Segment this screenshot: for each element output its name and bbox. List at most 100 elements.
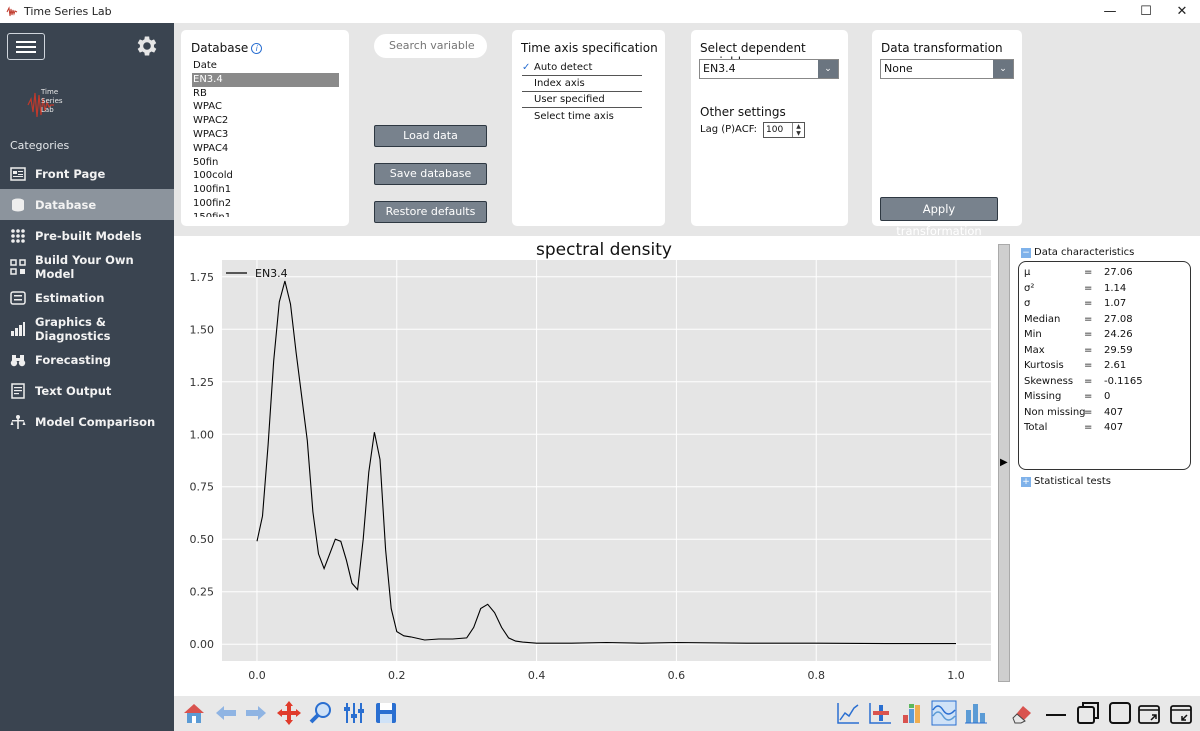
spin-down-icon[interactable]: ▼ — [792, 130, 804, 137]
nav-front-page[interactable]: Front Page — [0, 158, 174, 189]
plot-toolbar — [174, 696, 1200, 731]
nav-label: Model Comparison — [35, 414, 156, 429]
nav-pre-built-models[interactable]: Pre-built Models — [0, 220, 174, 251]
time-axis-option-auto[interactable]: ✓ Auto detect — [522, 60, 642, 76]
close-window-button[interactable]: ✕ — [1176, 4, 1188, 19]
database-list-item[interactable]: WPAC4 — [193, 142, 229, 154]
stat-label: μ — [1024, 267, 1031, 278]
stat-label: Median — [1024, 313, 1061, 325]
eraser-icon[interactable] — [1008, 699, 1036, 727]
home-icon[interactable] — [180, 699, 208, 727]
maximize-window-button[interactable]: ☐ — [1140, 4, 1152, 19]
stat-value: 1.07 — [1104, 298, 1127, 309]
transformation-select[interactable]: None ⌄ — [880, 59, 1014, 79]
x-tick-label: 1.0 — [947, 669, 965, 682]
lag-spinbox[interactable]: 100 ▲ ▼ — [763, 122, 805, 138]
float2-icon[interactable] — [1168, 699, 1196, 727]
stat-equals: = — [1084, 344, 1093, 356]
option-label: Auto detect — [534, 62, 593, 73]
time-axis-option-select[interactable]: Select time axis — [522, 109, 642, 125]
forward-arrow-icon[interactable] — [242, 699, 270, 727]
nav-estimation[interactable]: Estimation — [0, 282, 174, 313]
statistical-tests-expander[interactable]: + Statistical tests — [1021, 476, 1111, 487]
minimize-window-button[interactable]: — — [1103, 4, 1117, 19]
nav-graphics-diagnostics[interactable]: Graphics & Diagnostics — [0, 313, 174, 344]
database-list-item[interactable]: 100fin1 — [193, 184, 232, 196]
configure-icon[interactable] — [340, 699, 368, 727]
y-tick-label: 0.75 — [190, 481, 215, 494]
time-axis-panel: Time axis specification ✓ Auto detect In… — [512, 30, 665, 226]
database-variable-list[interactable]: Date EN3.4 RB WPAC WPAC2 WPAC3 WPAC4 50fin 100co… — [192, 59, 339, 217]
cross-plot-icon[interactable] — [866, 699, 894, 727]
database-list-item[interactable]: 100fin2 — [193, 197, 232, 209]
x-tick-label: 0.0 — [248, 669, 265, 682]
info-icon[interactable]: i — [251, 43, 263, 54]
load-data-button[interactable]: Load data — [374, 125, 487, 147]
panel-splitter[interactable] — [998, 244, 1010, 682]
zoom-icon[interactable] — [307, 699, 335, 727]
line-plot-icon[interactable] — [834, 699, 862, 727]
save-icon[interactable] — [372, 699, 400, 727]
database-list-item[interactable]: 150fin1 — [192, 211, 339, 217]
spin-up-icon[interactable]: ▲ — [792, 123, 804, 130]
stat-row: Min = 24.26 — [1024, 327, 1184, 343]
stat-equals: = — [1084, 298, 1093, 309]
stat-label: Total — [1024, 422, 1048, 433]
window-icon[interactable] — [1106, 699, 1134, 727]
data-transformation-panel: Data transformation None ⌄ — [872, 30, 1022, 226]
time-axis-option-index[interactable]: Index axis — [522, 76, 642, 92]
stat-value: 1.14 — [1104, 282, 1127, 294]
database-list-item[interactable]: EN3.4 — [192, 72, 339, 87]
float-icon[interactable] — [1136, 699, 1164, 727]
database-list-item[interactable]: RB — [193, 87, 207, 99]
nav-label: Front Page — [35, 166, 106, 181]
comparison-icon — [10, 414, 26, 430]
nav-forecasting[interactable]: Forecasting — [0, 344, 174, 375]
spectral-density-chart[interactable]: 0.0 0.2 0.4 0.6 0.8 1.0 0.00 0.25 0.50 0.75 1.00 1.… — [174, 236, 996, 696]
restore-icon[interactable] — [1074, 699, 1102, 727]
nav-model-comparison[interactable]: Model Comparison — [0, 406, 174, 437]
data-characteristics-expander[interactable]: − Data characteristics — [1021, 247, 1134, 258]
apply-transformation-button[interactable]: Apply transformation — [880, 197, 998, 238]
database-panel-title: Database i — [191, 41, 263, 55]
brand-line-1: Time — [41, 88, 59, 96]
database-list-item[interactable]: WPAC3 — [193, 128, 229, 140]
grid-icon — [10, 228, 26, 244]
stat-value: 407 — [1104, 422, 1124, 433]
option-label: User specified — [534, 94, 605, 105]
database-list-item[interactable]: WPAC — [193, 101, 222, 113]
minimize-icon[interactable] — [1042, 699, 1070, 727]
database-list-item[interactable]: 50fin — [193, 156, 219, 168]
stat-label: Missing — [1024, 391, 1062, 402]
hamburger-menu-button[interactable] — [7, 33, 45, 60]
time-axis-option-user[interactable]: User specified — [522, 92, 642, 108]
database-list-item[interactable]: 100cold — [193, 170, 233, 182]
save-database-button[interactable]: Save database — [374, 163, 487, 185]
chevron-down-icon: ⌄ — [993, 60, 1013, 78]
restore-defaults-button[interactable]: Restore defaults — [374, 201, 487, 223]
text-output-icon — [10, 382, 26, 399]
stat-row: Missing = 0 — [1024, 389, 1184, 405]
y-tick-label: 1.25 — [190, 376, 215, 389]
stat-row: σ² = 1.14 — [1024, 281, 1184, 297]
nav-database[interactable]: Database — [0, 189, 174, 220]
stat-value: 27.06 — [1104, 267, 1133, 278]
pan-icon[interactable] — [275, 699, 303, 727]
stat-equals: = — [1084, 267, 1093, 278]
stat-row: Total = 407 — [1024, 420, 1184, 436]
waves-icon[interactable] — [930, 699, 958, 727]
brand-line-3: Lab — [41, 106, 54, 114]
nav-text-output[interactable]: Text Output — [0, 375, 174, 406]
dependent-variable-select[interactable]: EN3.4 ⌄ — [699, 59, 839, 79]
expand-arrow-icon[interactable]: ▶ — [1000, 457, 1008, 468]
back-arrow-icon[interactable] — [212, 699, 240, 727]
stat-equals: = — [1084, 406, 1093, 418]
nav-build-your-own-model[interactable]: Build Your Own Model — [0, 251, 174, 282]
heatmap-icon[interactable] — [898, 699, 926, 727]
bar-plot-icon[interactable] — [962, 699, 990, 727]
gear-icon[interactable] — [134, 33, 160, 59]
search-variable-input[interactable] — [374, 34, 487, 58]
database-list-item[interactable]: WPAC2 — [193, 115, 229, 127]
database-list-item[interactable]: Date — [193, 60, 217, 71]
chart-legend: EN3.4 — [226, 267, 288, 280]
